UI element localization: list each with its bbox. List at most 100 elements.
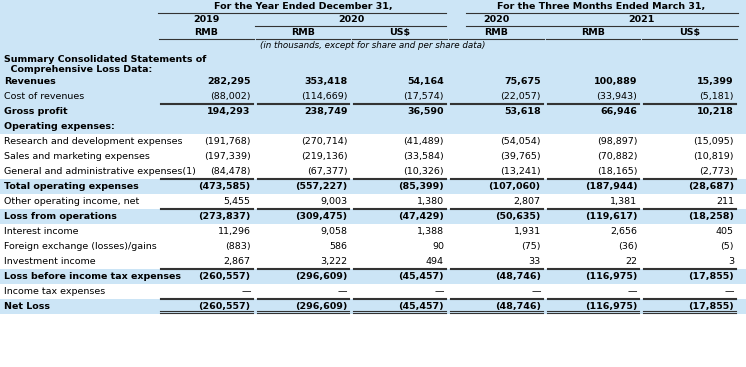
Text: 2,867: 2,867 xyxy=(224,257,251,266)
Text: (2,773): (2,773) xyxy=(700,167,734,176)
Text: 2019: 2019 xyxy=(193,15,219,24)
Text: RMB: RMB xyxy=(195,28,219,37)
Bar xyxy=(0,224,746,239)
Bar xyxy=(0,269,746,284)
Text: 10,218: 10,218 xyxy=(697,107,734,116)
Text: 2,656: 2,656 xyxy=(610,227,637,236)
Text: (22,057): (22,057) xyxy=(500,92,541,101)
Text: (48,746): (48,746) xyxy=(495,302,541,311)
Text: (48,746): (48,746) xyxy=(495,272,541,281)
Text: 353,418: 353,418 xyxy=(304,77,348,86)
Text: RMB: RMB xyxy=(484,28,508,37)
Text: 405: 405 xyxy=(716,227,734,236)
Text: (84,478): (84,478) xyxy=(210,167,251,176)
Bar xyxy=(0,284,746,299)
Bar xyxy=(0,104,746,119)
Text: RMB: RMB xyxy=(581,28,605,37)
Text: 1,388: 1,388 xyxy=(417,227,444,236)
Text: Revenues: Revenues xyxy=(4,77,56,86)
Text: (75): (75) xyxy=(521,242,541,251)
Text: (5,181): (5,181) xyxy=(700,92,734,101)
Text: Investment income: Investment income xyxy=(4,257,95,266)
Text: Cost of revenues: Cost of revenues xyxy=(4,92,84,101)
Text: Summary Consolidated Statements of: Summary Consolidated Statements of xyxy=(4,55,207,64)
Text: (17,855): (17,855) xyxy=(689,302,734,311)
Text: RMB: RMB xyxy=(291,28,315,37)
Bar xyxy=(0,119,746,134)
Text: (28,687): (28,687) xyxy=(688,182,734,191)
Text: —: — xyxy=(241,287,251,296)
Text: (187,944): (187,944) xyxy=(585,182,637,191)
Text: —: — xyxy=(531,287,541,296)
Text: 66,946: 66,946 xyxy=(601,107,637,116)
Text: (67,377): (67,377) xyxy=(307,167,348,176)
Bar xyxy=(0,299,746,314)
Text: Net Loss: Net Loss xyxy=(4,302,50,311)
Text: (18,258): (18,258) xyxy=(688,212,734,221)
Text: Comprehensive Loss Data:: Comprehensive Loss Data: xyxy=(4,65,152,74)
Text: —: — xyxy=(628,287,637,296)
Text: (45,457): (45,457) xyxy=(398,272,444,281)
Text: US$: US$ xyxy=(389,28,410,37)
Text: 2020: 2020 xyxy=(483,15,510,24)
Text: 15,399: 15,399 xyxy=(698,77,734,86)
Text: 194,293: 194,293 xyxy=(207,107,251,116)
Text: (5): (5) xyxy=(721,242,734,251)
Text: (296,609): (296,609) xyxy=(295,302,348,311)
Text: 3,222: 3,222 xyxy=(320,257,348,266)
Text: (50,635): (50,635) xyxy=(495,212,541,221)
Bar xyxy=(0,164,746,179)
Text: 53,618: 53,618 xyxy=(504,107,541,116)
Bar xyxy=(0,179,746,194)
Bar xyxy=(0,52,746,74)
Bar xyxy=(0,209,746,224)
Text: 586: 586 xyxy=(329,242,348,251)
Text: (70,882): (70,882) xyxy=(597,152,637,161)
Text: Other operating income, net: Other operating income, net xyxy=(4,197,140,206)
Text: (116,975): (116,975) xyxy=(585,272,637,281)
Text: (557,227): (557,227) xyxy=(295,182,348,191)
Text: (116,975): (116,975) xyxy=(585,302,637,311)
Text: 75,675: 75,675 xyxy=(504,77,541,86)
Text: (33,943): (33,943) xyxy=(597,92,637,101)
Text: 3: 3 xyxy=(728,257,734,266)
Text: 2020: 2020 xyxy=(338,15,365,24)
Text: (36): (36) xyxy=(618,242,637,251)
Text: (296,609): (296,609) xyxy=(295,272,348,281)
Text: 1,380: 1,380 xyxy=(417,197,444,206)
Text: 100,889: 100,889 xyxy=(594,77,637,86)
Text: 22: 22 xyxy=(625,257,637,266)
Bar xyxy=(0,74,746,89)
Text: 5,455: 5,455 xyxy=(224,197,251,206)
Text: (45,457): (45,457) xyxy=(398,302,444,311)
Text: (119,617): (119,617) xyxy=(585,212,637,221)
Text: 33: 33 xyxy=(528,257,541,266)
Text: (260,557): (260,557) xyxy=(198,302,251,311)
Text: (883): (883) xyxy=(225,242,251,251)
Text: —: — xyxy=(434,287,444,296)
Text: 211: 211 xyxy=(716,197,734,206)
Text: (88,002): (88,002) xyxy=(210,92,251,101)
Text: 1,381: 1,381 xyxy=(610,197,637,206)
Bar xyxy=(0,194,746,209)
Text: (33,584): (33,584) xyxy=(404,152,444,161)
Text: Foreign exchange (losses)/gains: Foreign exchange (losses)/gains xyxy=(4,242,157,251)
Text: Loss before income tax expenses: Loss before income tax expenses xyxy=(4,272,181,281)
Text: 238,749: 238,749 xyxy=(304,107,348,116)
Text: Sales and marketing expenses: Sales and marketing expenses xyxy=(4,152,150,161)
Text: For the Year Ended December 31,: For the Year Ended December 31, xyxy=(213,2,392,11)
Text: (219,136): (219,136) xyxy=(301,152,348,161)
Text: 11,296: 11,296 xyxy=(218,227,251,236)
Text: 494: 494 xyxy=(426,257,444,266)
Text: (39,765): (39,765) xyxy=(500,152,541,161)
Text: Operating expenses:: Operating expenses: xyxy=(4,122,115,131)
Text: (98,897): (98,897) xyxy=(597,137,637,146)
Bar xyxy=(0,134,746,149)
Text: —: — xyxy=(338,287,348,296)
Bar xyxy=(0,0,746,52)
Text: (41,489): (41,489) xyxy=(404,137,444,146)
Text: Gross profit: Gross profit xyxy=(4,107,68,116)
Text: 90: 90 xyxy=(432,242,444,251)
Text: (54,054): (54,054) xyxy=(500,137,541,146)
Text: (85,399): (85,399) xyxy=(398,182,444,191)
